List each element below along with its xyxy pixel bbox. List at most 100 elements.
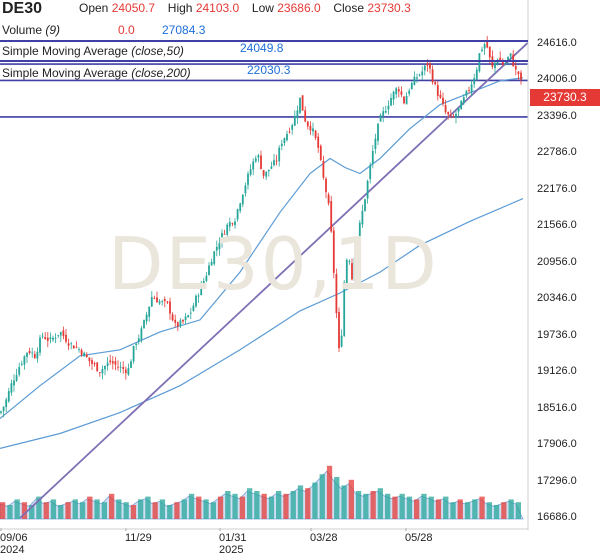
volume-bar <box>355 491 362 519</box>
candle-body <box>291 125 294 130</box>
candle-body <box>83 352 86 357</box>
candle-body <box>200 284 203 296</box>
candle-body <box>106 362 109 366</box>
x-tick-date: 01/31 <box>219 532 247 544</box>
candle-body <box>366 180 369 199</box>
candle-body <box>392 91 395 100</box>
open-label: Open <box>79 1 109 15</box>
volume-bar <box>101 502 107 519</box>
candle-body <box>36 351 39 359</box>
candle-body <box>148 306 151 317</box>
high-label: High <box>167 1 193 15</box>
candle-body <box>41 335 44 337</box>
volume-bar <box>123 502 129 519</box>
candle-body <box>483 44 486 49</box>
volume-bar <box>159 499 166 519</box>
y-tick-label: 24006.0 <box>537 73 577 86</box>
y-tick-label: 21566.0 <box>537 219 577 232</box>
candle-body <box>247 173 249 185</box>
candle-body <box>275 160 278 162</box>
volume-bar <box>130 505 137 519</box>
candle-body <box>54 337 57 339</box>
candle-body <box>104 366 106 370</box>
candle-body <box>137 338 140 342</box>
candle-body <box>205 275 208 281</box>
candle-body <box>156 297 158 303</box>
candle-body <box>345 259 348 284</box>
candle-body <box>33 354 36 359</box>
volume-bar <box>493 505 500 519</box>
volume-bar <box>7 505 13 519</box>
candle-body <box>452 116 455 118</box>
volume-ma-value: 27084.3 <box>162 23 206 37</box>
candle-body <box>257 155 260 158</box>
volume-bar <box>138 499 144 519</box>
candle-body <box>439 94 442 98</box>
volume-bar <box>312 482 318 519</box>
candle-body <box>395 88 398 95</box>
candle-body <box>470 84 473 93</box>
candle-body <box>143 320 145 328</box>
y-tick-label: 17296.0 <box>537 474 577 487</box>
volume-bar <box>508 499 514 519</box>
candle-body <box>93 363 96 365</box>
volume-bar <box>181 499 187 519</box>
volume-bar <box>290 491 296 519</box>
horizontal-lines <box>0 63 528 118</box>
volume-bar <box>72 499 78 519</box>
candle-body <box>65 334 67 342</box>
y-tick-label: 20346.0 <box>537 292 577 305</box>
volume-bar <box>225 491 231 519</box>
candle-body <box>317 136 320 148</box>
candle-body <box>124 369 127 374</box>
volume-bar <box>450 502 456 519</box>
candle-body <box>182 320 184 322</box>
candle-body <box>444 105 447 113</box>
candle-body <box>23 356 26 365</box>
candle-body <box>343 282 346 336</box>
candle-body <box>434 82 437 85</box>
volume-bar <box>399 493 405 519</box>
candle-body <box>260 155 262 169</box>
candle-body <box>88 357 91 362</box>
candle-body <box>122 367 125 369</box>
volume-bar <box>14 499 20 519</box>
candle-body <box>31 352 34 354</box>
candle-body <box>423 65 426 71</box>
volume-bar <box>152 502 158 519</box>
candle-body <box>356 238 359 258</box>
close-value: 23730.3 <box>367 1 411 15</box>
candlesticks <box>0 35 522 418</box>
volume-bar <box>421 493 427 519</box>
candle-body <box>283 138 286 143</box>
candle-body <box>509 53 512 57</box>
candle-body <box>231 223 234 225</box>
candle-body <box>208 265 210 275</box>
volume-bar <box>377 488 383 519</box>
volume-bar <box>58 505 64 519</box>
candle-body <box>184 316 187 321</box>
volume-value: 0.0 <box>118 23 135 37</box>
candle-body <box>322 160 325 178</box>
candle-body <box>18 367 21 375</box>
candle-body <box>59 332 62 336</box>
moving-averages <box>0 77 524 449</box>
candle-body <box>299 97 301 113</box>
volume-bar <box>406 496 413 519</box>
candle-body <box>132 345 135 362</box>
candle-body <box>353 257 356 281</box>
volume-bar <box>232 493 238 519</box>
candle-body <box>501 59 504 65</box>
candle-body <box>374 138 377 149</box>
candle-body <box>202 281 205 286</box>
candle-body <box>13 380 15 386</box>
candle-body <box>46 337 49 341</box>
candle-body <box>460 100 463 110</box>
x-tick-label: 11/29 <box>125 532 152 544</box>
volume-bar <box>145 496 151 519</box>
volume-bar <box>464 502 471 519</box>
candle-body <box>379 115 382 122</box>
candle-body <box>254 158 257 162</box>
candle-body <box>244 185 247 194</box>
